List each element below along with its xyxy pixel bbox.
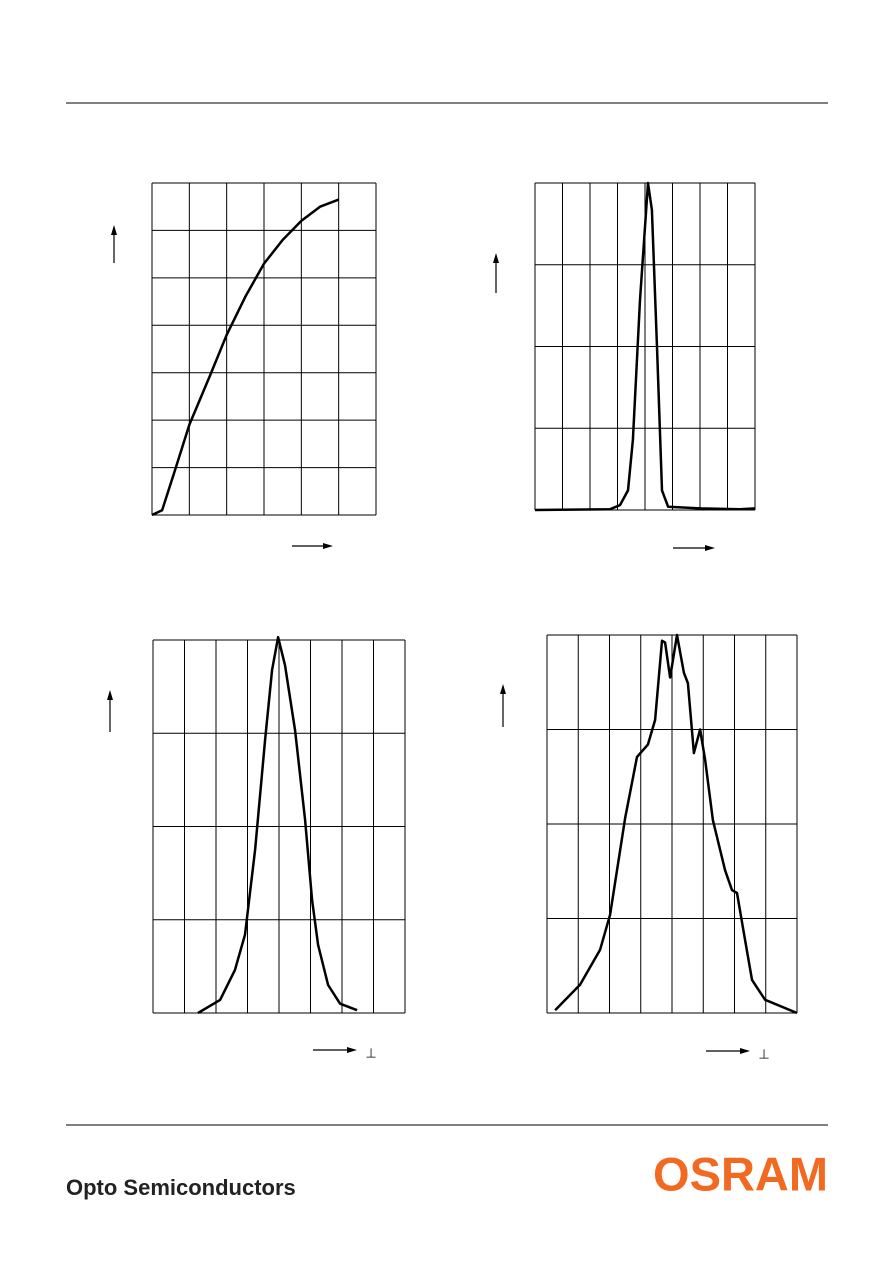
arrow-head	[347, 1047, 357, 1053]
arrow-head	[493, 253, 499, 263]
arrow-head	[500, 684, 506, 694]
arrow-head	[705, 545, 715, 551]
curve	[554, 633, 798, 1015]
arrow-head	[107, 690, 113, 700]
x-axis-label: ⊥	[758, 1046, 769, 1061]
curve	[151, 198, 340, 517]
curve	[534, 181, 756, 512]
arrow-head	[323, 543, 333, 549]
arrow-head	[740, 1048, 750, 1054]
x-axis-label: ⊥	[365, 1045, 376, 1060]
footer-text: Opto Semiconductors	[66, 1175, 296, 1200]
logo: OSRAM	[653, 1147, 828, 1200]
arrow-head	[111, 225, 117, 235]
curve	[197, 635, 358, 1015]
